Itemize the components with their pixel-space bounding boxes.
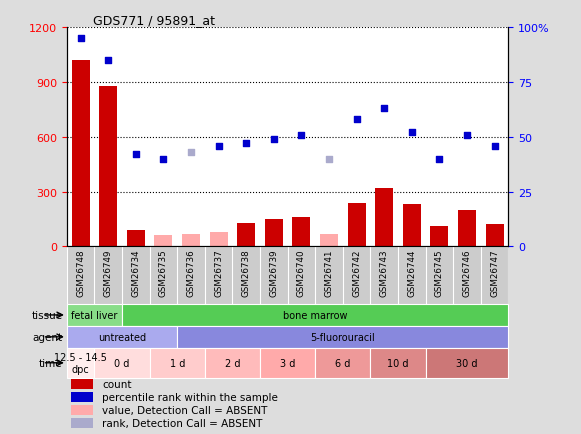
Bar	[205, 348, 260, 378]
Text: GSM26749: GSM26749	[104, 249, 113, 296]
Bar	[67, 304, 122, 326]
Bar	[431, 227, 449, 247]
Text: 10 d: 10 d	[387, 358, 409, 368]
Point	[103, 58, 113, 65]
Bar	[375, 188, 393, 247]
Text: GSM26744: GSM26744	[407, 249, 416, 296]
Text: rank, Detection Call = ABSENT: rank, Detection Call = ABSENT	[102, 418, 263, 428]
Bar	[347, 203, 365, 247]
Point	[379, 105, 389, 112]
Bar	[122, 304, 508, 326]
Point	[324, 156, 333, 163]
Text: GSM26743: GSM26743	[380, 249, 389, 296]
Bar	[315, 348, 371, 378]
Bar	[182, 234, 200, 247]
Text: 2 d: 2 d	[225, 358, 240, 368]
Text: untreated: untreated	[98, 332, 146, 342]
Bar	[425, 348, 508, 378]
Bar	[458, 210, 476, 247]
Point	[187, 149, 196, 156]
Bar	[265, 220, 283, 247]
Point	[131, 151, 141, 158]
Text: GSM26742: GSM26742	[352, 249, 361, 296]
Point	[214, 143, 223, 150]
Text: count: count	[102, 379, 132, 389]
Text: fetal liver: fetal liver	[71, 310, 117, 320]
Text: tissue: tissue	[31, 310, 62, 320]
Bar	[67, 326, 177, 348]
Bar	[292, 217, 310, 247]
Text: GSM26738: GSM26738	[242, 249, 250, 296]
Point	[407, 130, 417, 137]
Text: 0 d: 0 d	[114, 358, 130, 368]
Bar	[177, 326, 508, 348]
Bar	[403, 205, 421, 247]
Text: GSM26734: GSM26734	[131, 249, 140, 296]
Point	[352, 117, 361, 124]
Bar	[127, 230, 145, 247]
Bar	[99, 86, 117, 247]
Text: GSM26746: GSM26746	[462, 249, 471, 296]
Text: GSM26736: GSM26736	[187, 249, 195, 296]
Point	[242, 141, 251, 148]
Text: GSM26747: GSM26747	[490, 249, 499, 296]
Bar	[150, 348, 205, 378]
Text: GSM26741: GSM26741	[325, 249, 333, 296]
Text: agent: agent	[33, 332, 62, 342]
Text: 6 d: 6 d	[335, 358, 350, 368]
Text: 5-fluorouracil: 5-fluorouracil	[310, 332, 375, 342]
Point	[462, 132, 472, 139]
Text: GSM26748: GSM26748	[76, 249, 85, 296]
Bar	[71, 405, 94, 415]
Text: value, Detection Call = ABSENT: value, Detection Call = ABSENT	[102, 405, 267, 415]
Bar	[237, 223, 255, 247]
Bar	[320, 234, 338, 247]
Text: GSM26745: GSM26745	[435, 249, 444, 296]
Bar	[71, 379, 94, 390]
Bar	[260, 348, 315, 378]
Point	[297, 132, 306, 139]
Text: 3 d: 3 d	[280, 358, 295, 368]
Text: GSM26735: GSM26735	[159, 249, 168, 296]
Point	[269, 136, 278, 143]
Point	[490, 143, 499, 150]
Text: GSM26739: GSM26739	[270, 249, 278, 296]
Text: GSM26740: GSM26740	[297, 249, 306, 296]
Bar	[71, 392, 94, 402]
Bar	[155, 236, 173, 247]
Bar	[486, 225, 504, 247]
Text: percentile rank within the sample: percentile rank within the sample	[102, 392, 278, 402]
Text: time: time	[39, 358, 62, 368]
Bar	[371, 348, 425, 378]
Bar	[94, 348, 150, 378]
Bar	[71, 418, 94, 428]
Point	[159, 156, 168, 163]
Text: bone marrow: bone marrow	[283, 310, 347, 320]
Text: 30 d: 30 d	[456, 358, 478, 368]
Text: 12.5 - 14.5
dpc: 12.5 - 14.5 dpc	[54, 352, 107, 374]
Bar	[67, 348, 94, 378]
Bar	[71, 61, 89, 247]
Text: GSM26737: GSM26737	[214, 249, 223, 296]
Point	[76, 36, 85, 43]
Bar	[210, 232, 228, 247]
Text: GDS771 / 95891_at: GDS771 / 95891_at	[94, 14, 216, 27]
Text: 1 d: 1 d	[170, 358, 185, 368]
Point	[435, 156, 444, 163]
